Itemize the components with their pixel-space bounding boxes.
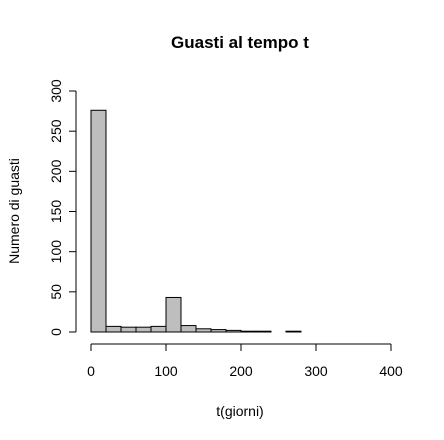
x-axis-label: t(giorni): [216, 403, 263, 419]
histogram-bar-80-100: [150, 325, 167, 333]
x-tick-label-400: 400: [379, 363, 403, 379]
x-tick-label-200: 200: [229, 363, 253, 379]
histogram-bar-60-80: [135, 326, 152, 333]
y-tick-label-0: 0: [48, 328, 64, 336]
histogram-bar-100-120: [165, 296, 182, 333]
x-tick-label-300: 300: [304, 363, 328, 379]
x-tick-label-0: 0: [87, 363, 95, 379]
histogram-bar-200-220: [240, 330, 257, 333]
y-tick-label-250: 250: [48, 119, 64, 143]
x-tick-label-100: 100: [154, 363, 178, 379]
histogram-bar-0-20: [90, 109, 107, 333]
histogram-bar-180-200: [225, 329, 242, 333]
bars-group: [90, 109, 302, 333]
histogram-bar-40-60: [120, 326, 137, 333]
y-tick-label-300: 300: [48, 79, 64, 103]
histogram-bar-120-140: [180, 325, 197, 333]
y-tick-label-100: 100: [48, 240, 64, 264]
x-axis: 0 100 200 300 400: [87, 343, 403, 379]
histogram-bar-20-40: [105, 325, 122, 333]
y-axis-label: Numero di guasti: [6, 158, 22, 264]
histogram-bar-220-240: [255, 330, 272, 333]
y-tick-label-50: 50: [48, 284, 64, 300]
y-axis: 0 50 100 150 200 250 300: [48, 79, 77, 336]
histogram-bar-160-180: [210, 329, 227, 333]
histogram-bar-140-160: [195, 328, 212, 333]
y-tick-label-150: 150: [48, 200, 64, 224]
chart-title: Guasti al tempo t: [171, 33, 309, 52]
y-tick-label-200: 200: [48, 159, 64, 183]
histogram-bar-260-280: [285, 330, 302, 333]
